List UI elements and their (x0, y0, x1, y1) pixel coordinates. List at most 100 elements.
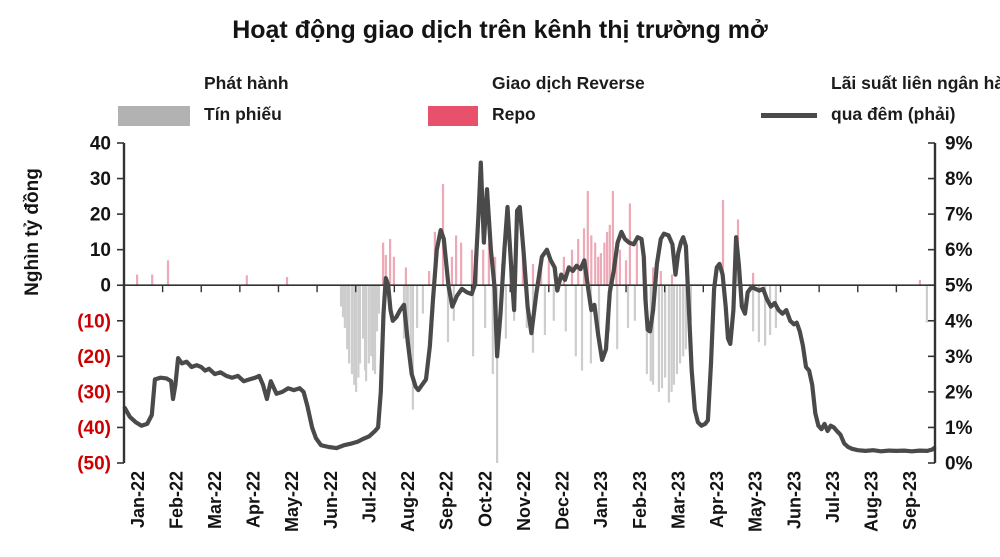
x-axis-label: Jul-23 (823, 471, 843, 523)
bar (384, 255, 387, 286)
bar (618, 249, 621, 286)
bar (370, 285, 373, 357)
bar (392, 256, 395, 286)
bar (355, 285, 358, 392)
bar (675, 285, 679, 375)
bar (470, 249, 474, 286)
bar (245, 275, 248, 286)
left-axis-label: (50) (77, 454, 111, 475)
bar (406, 285, 409, 350)
right-axis-label: 4% (945, 311, 973, 332)
bar (136, 274, 139, 286)
bar (580, 285, 584, 371)
x-axis-label: Feb-22 (166, 471, 186, 529)
legend-label-interbank-rate: Lãi suất liên ngân hàng qua đêm (phải) (831, 73, 1000, 124)
bar (357, 285, 360, 378)
bar (679, 285, 682, 364)
bar (660, 285, 664, 389)
bar (689, 285, 692, 321)
bar (552, 285, 555, 321)
bar (377, 285, 380, 314)
bar (372, 285, 375, 371)
x-axis-label: Jun-22 (321, 471, 341, 529)
bar (752, 285, 755, 332)
bar (615, 253, 618, 286)
x-axis-label: Aug-23 (862, 471, 882, 532)
bar (682, 285, 685, 357)
bar (353, 285, 356, 385)
right-axis-label: 2% (945, 382, 973, 403)
bar (603, 242, 606, 286)
bar (624, 260, 628, 286)
right-axis-label: 3% (945, 347, 973, 368)
x-axis-label: May-23 (746, 471, 766, 532)
bar (496, 285, 499, 463)
left-axis-label: 20 (90, 205, 111, 226)
bar (574, 285, 577, 357)
bar (382, 242, 385, 286)
bar (531, 263, 535, 286)
bar (652, 267, 655, 286)
x-axis-label: Mar-22 (205, 471, 225, 529)
bar (151, 274, 154, 286)
bar (597, 285, 601, 343)
bar (487, 242, 490, 286)
bar (362, 285, 365, 339)
bar (350, 285, 353, 375)
legend-item-reverse-repo: Giao dịch Reverse Repo (428, 68, 761, 130)
bar (358, 285, 362, 364)
x-axis-label: Sep-22 (437, 471, 457, 530)
x-axis-label: Mar-23 (668, 471, 688, 529)
left-axis-label: (30) (77, 382, 111, 403)
bar (764, 285, 767, 346)
bar (472, 285, 475, 357)
bar (925, 285, 928, 323)
bar (484, 285, 487, 328)
bar (577, 239, 580, 286)
x-axis-label: Sep-23 (900, 471, 920, 530)
legend-item-interbank-rate: Lãi suất liên ngân hàng qua đêm (phải) (761, 68, 1000, 130)
legend-label-reverse-repo: Giao dịch Reverse Repo (492, 73, 645, 124)
bar (428, 271, 431, 286)
left-axis-label: (10) (77, 311, 111, 332)
bar (346, 285, 349, 350)
bar (657, 285, 660, 392)
bar (586, 191, 589, 286)
x-axis-label: Jun-23 (784, 471, 804, 529)
x-axis-label: Dec-22 (553, 471, 573, 530)
bar (672, 285, 675, 385)
bar (757, 285, 760, 343)
bar (341, 285, 345, 318)
x-axis-label: Oct-22 (475, 471, 495, 527)
bar (389, 239, 392, 286)
left-axis-label: 10 (90, 240, 111, 261)
chart-title: Hoạt động giao dịch trên kênh thị trường… (232, 16, 768, 44)
x-axis-label: Jan-23 (591, 471, 611, 528)
interbank-rate-line (122, 160, 937, 454)
x-axis-label: Jan-22 (128, 471, 148, 528)
bar (367, 285, 370, 364)
left-axis-label: 0 (100, 276, 111, 297)
bar (721, 199, 725, 286)
bar (348, 285, 351, 364)
bar (404, 267, 407, 286)
x-axis-label: Aug-22 (398, 471, 418, 532)
left-axis-label: 40 (90, 134, 111, 155)
right-axis-label: 0% (945, 454, 973, 475)
bar (564, 285, 567, 332)
bar (343, 285, 346, 328)
bar (594, 242, 597, 286)
bar (582, 228, 586, 286)
bar (918, 279, 921, 286)
bar (339, 285, 343, 307)
x-axis-label: Apr-22 (244, 471, 264, 528)
bar (562, 256, 565, 286)
bar (450, 256, 453, 286)
right-axis-label: 5% (945, 276, 973, 297)
bar (446, 285, 450, 343)
tin-phieu-bars (339, 285, 928, 463)
left-axis-label: (40) (77, 418, 111, 439)
bar (590, 235, 593, 286)
bar (409, 285, 412, 364)
